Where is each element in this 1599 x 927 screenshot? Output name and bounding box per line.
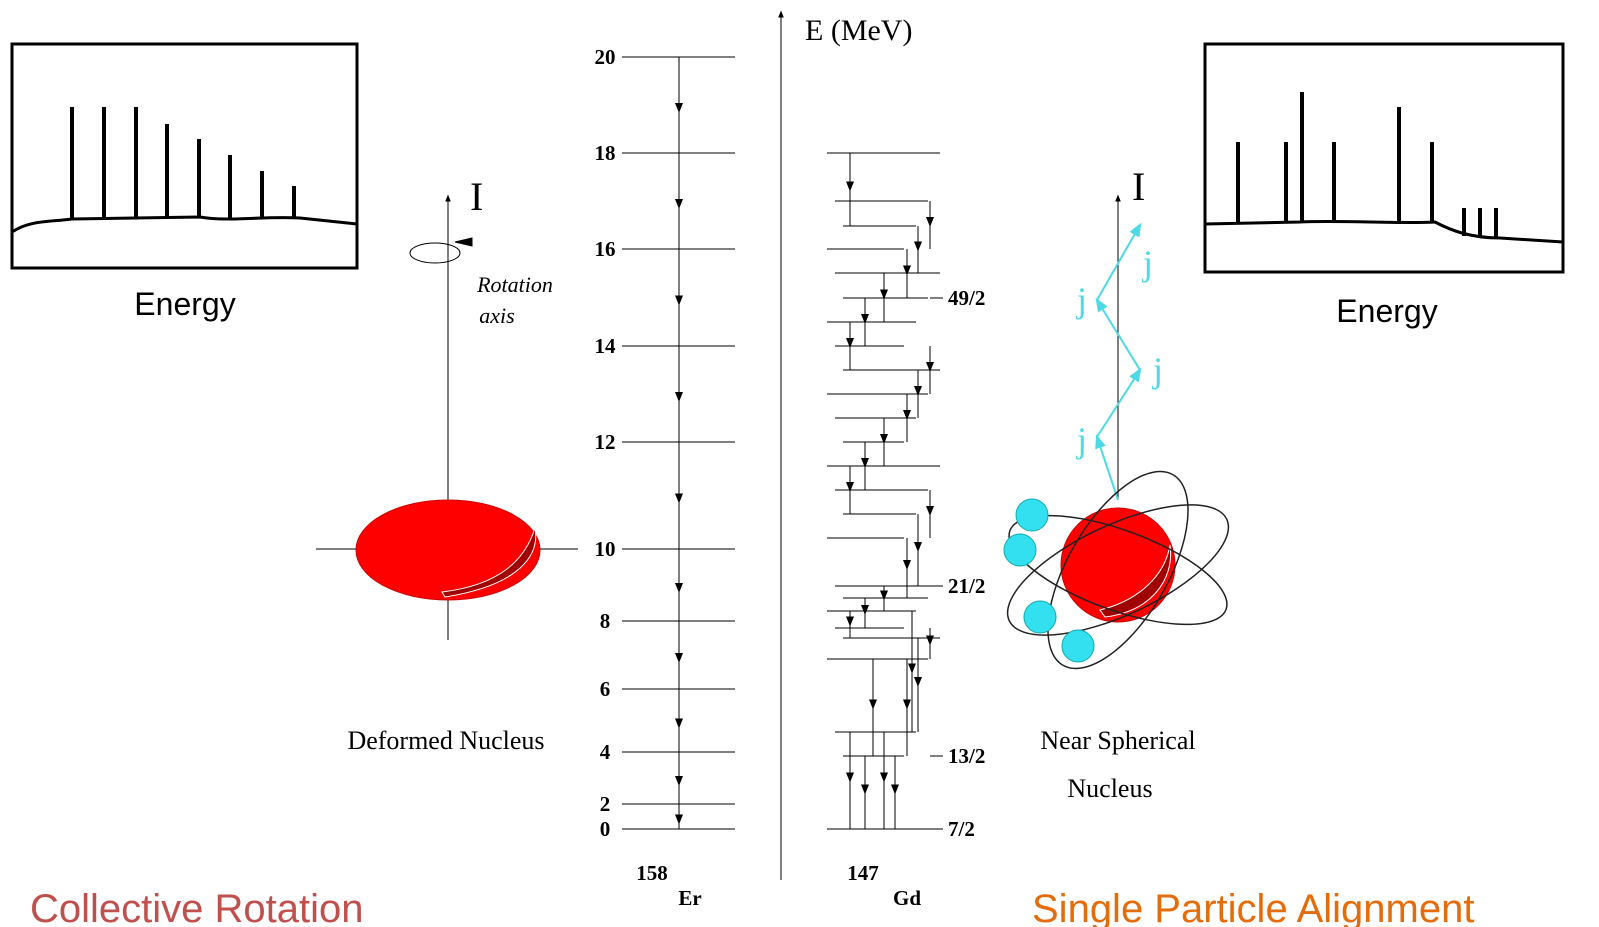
transition-arrow xyxy=(846,617,854,627)
transition-arrow xyxy=(861,785,869,795)
transition-arrow xyxy=(675,199,683,209)
transition-arrow xyxy=(869,700,877,710)
caption: Collective Rotation xyxy=(30,887,364,927)
transition-arrow xyxy=(675,776,683,786)
level-label: 10 xyxy=(595,537,616,561)
transition-arrow xyxy=(846,182,854,192)
spectrum-label: Energy xyxy=(134,286,235,322)
level-label: 20 xyxy=(595,45,616,69)
level-label: 12 xyxy=(595,430,616,454)
transition-arrow xyxy=(891,785,899,795)
transition-arrow xyxy=(880,591,888,601)
transition-arrow xyxy=(675,719,683,729)
level-label: 16 xyxy=(595,237,616,261)
caption: Single Particle Alignment xyxy=(1032,887,1474,927)
rotation-label: Rotation xyxy=(476,272,553,297)
axis-label: I xyxy=(470,174,483,219)
nucleus-label: Nucleus xyxy=(1067,774,1152,803)
transition-arrow xyxy=(903,266,911,276)
transition-arrow xyxy=(914,677,922,687)
transition-arrow xyxy=(926,217,934,227)
spin-label: 13/2 xyxy=(948,744,985,768)
deformed-nucleus xyxy=(356,500,540,600)
element-symbol: Gd xyxy=(893,886,921,910)
transition-arrow xyxy=(675,494,683,504)
vector-label: j xyxy=(1075,420,1087,460)
gd-scheme: 49/2 21/2 13/2 7/2 xyxy=(827,153,985,841)
vector-label: j xyxy=(1141,243,1153,283)
level-label: 2 xyxy=(600,792,611,816)
transition-arrow xyxy=(675,103,683,113)
rotation-label: axis xyxy=(479,303,514,328)
level-label: 8 xyxy=(600,609,611,633)
level-label: 18 xyxy=(595,141,616,165)
level-label: 0 xyxy=(600,817,611,841)
transition-arrow xyxy=(675,392,683,402)
axis-label: I xyxy=(1132,164,1145,209)
transition-arrow xyxy=(846,773,854,783)
transition-arrow xyxy=(861,605,869,615)
transition-arrow xyxy=(908,664,916,674)
transition-arrow xyxy=(914,542,922,552)
transition-arrow xyxy=(675,296,683,306)
vector-label: j xyxy=(1151,350,1163,390)
transition-arrow xyxy=(675,815,683,825)
element-symbol: Er xyxy=(678,886,701,910)
level-label: 6 xyxy=(600,677,611,701)
spin-label: 21/2 xyxy=(948,574,985,598)
spin-label: 49/2 xyxy=(948,286,985,310)
vector-label: j xyxy=(1075,280,1087,320)
transition-arrow xyxy=(926,506,934,516)
energy-axis-label: E (MeV) xyxy=(805,14,912,47)
nucleus-label: Deformed Nucleus xyxy=(347,726,544,755)
nucleus-label: Near Spherical xyxy=(1040,726,1195,755)
right-spectrum xyxy=(1205,44,1563,272)
transition-arrow xyxy=(675,583,683,593)
page: Energy I Rotation axis Deformed Nucleus … xyxy=(0,0,1599,927)
transition-arrow xyxy=(880,773,888,783)
level-label: 14 xyxy=(595,334,617,358)
spectrum-label: Energy xyxy=(1336,293,1437,329)
transition-arrow xyxy=(914,242,922,252)
level-label: 4 xyxy=(600,740,611,764)
left-spectrum xyxy=(12,44,357,268)
er-scheme: 20 18 16 14 12 10 8 6 4 20 xyxy=(595,45,736,841)
transition-arrow xyxy=(675,653,683,663)
transition-arrow xyxy=(926,636,934,646)
mass-number: 158 xyxy=(636,861,668,885)
diagram: Energy I Rotation axis Deformed Nucleus … xyxy=(0,0,1599,927)
transition-arrow xyxy=(903,560,911,570)
spin-label: 7/2 xyxy=(948,817,975,841)
transition-arrow xyxy=(903,700,911,710)
mass-number: 147 xyxy=(847,861,879,885)
